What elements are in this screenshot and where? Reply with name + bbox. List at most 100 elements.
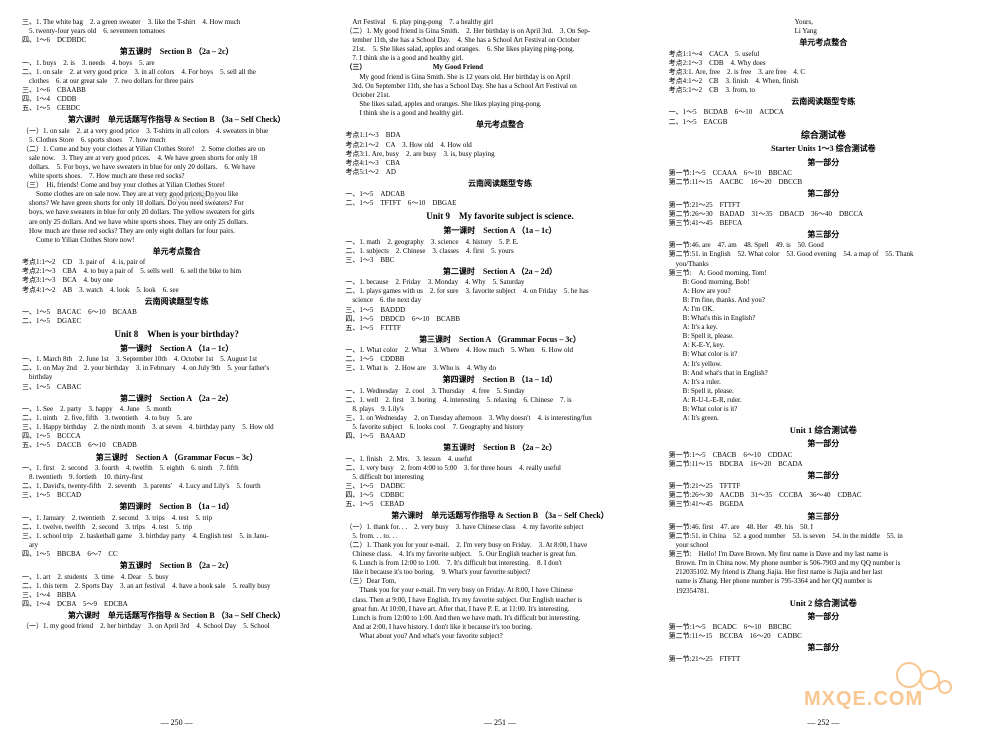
text-line: 一、1. because 2. Friday 3. Monday 4. Why …	[345, 278, 654, 287]
text-line: 第一节:21～25 FTFTT	[669, 655, 978, 664]
text-line: 第二节:51. in China 52. a good number 53. i…	[669, 532, 978, 541]
text-line: 五、1～5 DACCB 6～10 CBADB	[22, 441, 331, 450]
text-line: 四、1～4 CDDB	[22, 95, 331, 104]
page-number: — 250 —	[22, 715, 331, 728]
text-line: 8. twentieth 9. fortieth 10. thirty-firs…	[22, 473, 331, 482]
section-heading: 云南阅读题型专练	[345, 179, 654, 189]
text-line: 二、1. David's, twenty-fifth 2. seventh 3.…	[22, 482, 331, 491]
text-line: 考点2:1～3 CBA 4. to buy a pair of 5. sells…	[22, 267, 331, 276]
text-line: 五、1～5 FTTTF	[345, 324, 654, 333]
text-line: 一、1. Wednesday 2. cool 3. Thursday 4. fr…	[345, 387, 654, 396]
text-line: 3rd. On September 11th, she has a School…	[345, 82, 654, 91]
text-line: 四、1～4 DCBA 5～9 EDCBA	[22, 600, 331, 609]
text-line: A: R-U-L-E-R, ruler.	[669, 396, 978, 405]
section-heading: 第六课时 单元话题写作指导 & Section B （3a – Self Che…	[22, 115, 331, 125]
text-line: 二、1～5 CDDBB	[345, 355, 654, 364]
text-line: B: What color is it?	[669, 350, 978, 359]
text-line: 二、1. very busy 2. from 4:00 to 5:00 3. f…	[345, 464, 654, 473]
text-line: 5. from. . . to. . .	[345, 532, 654, 541]
text-line: 一、1. first 2. second 3. fourth 4. twelft…	[22, 464, 331, 473]
text-line: 二、1～5 TFTFT 6～10 DBGAE	[345, 199, 654, 208]
text-line: 一、1. finish 2. Mrs. 3. lesson 4. useful	[345, 455, 654, 464]
text-line: B: And what's that in English?	[669, 369, 978, 378]
section-heading: Starter Units 1～3 综合测试卷	[669, 144, 978, 154]
text-line: are only 25 dollars. And we have white s…	[22, 218, 331, 227]
text-line: 第一节:1～5 BCADC 6～10 BBCBC	[669, 623, 978, 632]
text-line: 三、1. on Wednesday 2. on Tuesday afternoo…	[345, 414, 654, 423]
text-line: boys, we have sweaters in blue for only …	[22, 208, 331, 217]
text-line: 考点5:1～2 AD	[345, 168, 654, 177]
text-line: 第三节:41～45 BEFCA	[669, 219, 978, 228]
section-heading: 第三课时 Section A （Grammar Focus – 3c）	[22, 453, 331, 463]
text-line: 一、1～5 ADCAB	[345, 190, 654, 199]
text-line: 7. I think she is a good and healthy gir…	[345, 54, 654, 63]
text-line: 5. difficult but interesting	[345, 473, 654, 482]
text-line: dollars. 5. For boys, we have sweaters i…	[22, 163, 331, 172]
text-line: 一、1～5 BACAC 6～10 BCAAB	[22, 308, 331, 317]
part-heading: 第一部分	[669, 158, 978, 168]
part-heading: 第一部分	[669, 612, 978, 622]
text-line: great fun. At 10:00, I have art. After t…	[345, 605, 654, 614]
text-line: ary	[22, 541, 331, 550]
text-line: 考点3:1～3 BCA 4. buy one	[22, 276, 331, 285]
text-line: 192354781.	[669, 587, 978, 596]
text-line: B: What's this in English?	[669, 314, 978, 323]
text-line: 一、1. March 8th 2. June 1st 3. September …	[22, 355, 331, 364]
text-line: Art Festival 6. play ping-pong 7. a heal…	[345, 18, 654, 27]
section-heading: 单元考点整合	[345, 120, 654, 130]
text-line: 5. favorite subject 6. looks cool 7. Geo…	[345, 423, 654, 432]
text-line: I think she is a good and healthy girl.	[345, 109, 654, 118]
text-line: 第三节: A: Good morning, Tom!	[669, 269, 978, 278]
unit-title: 综合测试卷	[669, 130, 978, 142]
text-line: October 21st.	[345, 91, 654, 100]
part-heading: 第二部分	[669, 189, 978, 199]
text-line: 一、1. math 2. geography 3. science 4. his…	[345, 238, 654, 247]
text-line: Come to Yilian Clothes Store now!	[22, 236, 331, 245]
text-line: 21st. 5. She likes salad, apples and ora…	[345, 45, 654, 54]
section-heading: 第二课时 Section A （2a – 2e）	[22, 394, 331, 404]
text-line: 二、1～5 DGAEC	[22, 317, 331, 326]
text-line: 四、1～5 BBCBA 6～7 CC	[22, 550, 331, 559]
text-line: 第三节:41～45 BGEDA	[669, 500, 978, 509]
text-line: 二、1. twelve, twelfth 2. second 3. trips …	[22, 523, 331, 532]
text-line: 第二节:11～15 AACBC 16～20 DBCCB	[669, 178, 978, 187]
text-line: 三、1～6 CBAABB	[22, 86, 331, 95]
section-heading: 第一课时 Section A （1a – 1c）	[22, 344, 331, 354]
text-line: 二、1. well 2. first 3. boring 4. interest…	[345, 396, 654, 405]
text-line: clothes 6. at our great sale 7. two doll…	[22, 77, 331, 86]
section-heading: 第五课时 Section B （2a – 2c）	[22, 561, 331, 571]
text-line: 一、1. art 2. students 3. time 4. Dear 5. …	[22, 573, 331, 582]
text-line: （三） Hi, friends! Come and buy your cloth…	[22, 181, 331, 190]
text-line: Brown. I'm in China now. My phone number…	[669, 559, 978, 568]
section-heading: 单元考点整合	[669, 38, 978, 48]
text-line: 第一节:46. first 47. are 48. Her 49. his 50…	[669, 523, 978, 532]
text-line: class. Then at 9:00, I have English. It'…	[345, 596, 654, 605]
text-line: 四、1～6 DCDBDC	[22, 36, 331, 45]
text-line: 三、1. school trip 2. basketball game 3. b…	[22, 532, 331, 541]
text-line: （一）1. thank for. . . 2. very busy 3. hav…	[345, 523, 654, 532]
section-heading: 第六课时 单元话题写作指导 & Section B （3a – Self Che…	[22, 611, 331, 621]
text-line: 四、1～5 BAAAD	[345, 432, 654, 441]
text-line: A: It's green.	[669, 414, 978, 423]
text-line: 三、1～5 DADBC	[345, 482, 654, 491]
text-line: 考点4:1～2 CB 3. finish 4. When, finish	[669, 77, 978, 86]
part-heading: 第二部分	[669, 643, 978, 653]
text-line: shorts? We have green shorts for only 18…	[22, 199, 331, 208]
text-line: And at 2:00, I have history. I don't lik…	[345, 623, 654, 632]
text-line: B: I'm fine, thanks. And you?	[669, 296, 978, 305]
text-line: Yours,	[669, 18, 978, 27]
text-line: 8. plays 9. Lily's	[345, 405, 654, 414]
text-line: （一）1. my good friend 2. her birthday 3. …	[22, 622, 331, 631]
text-line: A: It's a ruler.	[669, 378, 978, 387]
answer-key-page: 三、1. The white bag 2. a green sweater 3.…	[0, 0, 1000, 736]
text-line: A: It's a key.	[669, 323, 978, 332]
text-line: 考点2:1～2 CA 3. How old 4. How old	[345, 141, 654, 150]
text-line: 三、1～5 BADDD	[345, 306, 654, 315]
text-line: 五、1～5 CEBAD	[345, 500, 654, 509]
text-line: your school	[669, 541, 978, 550]
text-line: 三、1. Happy birthday 2. the ninth month 3…	[22, 423, 331, 432]
text-line: B: Good morning, Bob!	[669, 278, 978, 287]
column-2: Art Festival 6. play ping-pong 7. a heal…	[345, 18, 654, 728]
text-line: 6. Lunch is from 12:00 to 1:00. 7. It's …	[345, 559, 654, 568]
text-line: 第二节:26～30 BADAD 31～35 DBACD 36～40 DBCCA	[669, 210, 978, 219]
